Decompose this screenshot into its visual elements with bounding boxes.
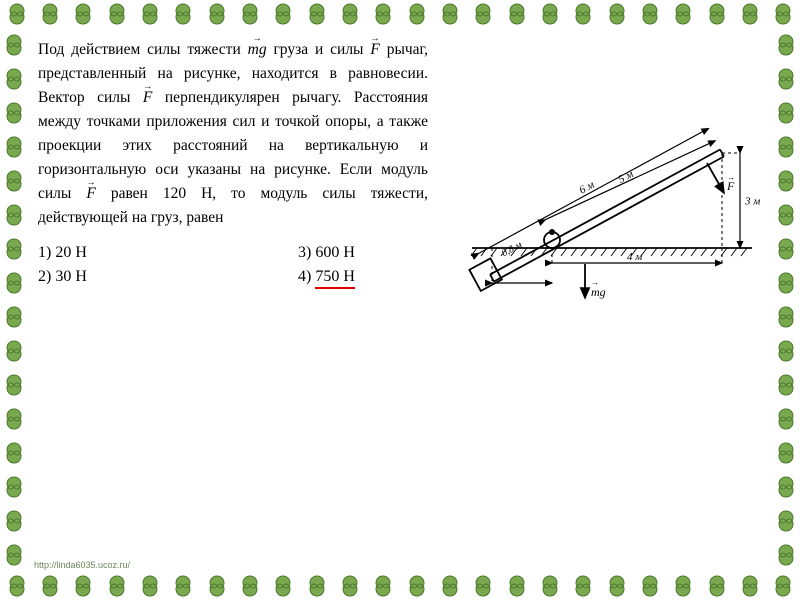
problem-text: Под действием силы тяжести mg груза и си… [38, 38, 428, 230]
border-left [0, 28, 28, 572]
text: груза и силы [273, 41, 370, 58]
svg-text:6 м: 6 м [577, 179, 596, 197]
answer-4-prefix: 4) [298, 268, 315, 285]
text: ра­вен 120 Н, то модуль силы тяже­сти, д… [38, 185, 428, 226]
source-url: http://linda6035.ucoz.ru/ [34, 560, 130, 570]
text: Под действием силы тяжести [38, 41, 248, 58]
answer-4-value: 750 Н [315, 268, 355, 289]
slide-content: Под действием силы тяжести mg груза и си… [38, 38, 762, 562]
answer-2: 2) 30 Н [38, 268, 298, 289]
svg-text:0,8 м: 0,8 м [500, 239, 525, 259]
svg-text:mg: mg [591, 285, 606, 299]
svg-text:→: → [591, 278, 599, 287]
border-right [772, 28, 800, 572]
answer-1: 1) 20 Н [38, 244, 298, 262]
svg-text:3 м: 3 м [744, 196, 760, 208]
lever-diagram: 6 м5 м0,8 м3 м4 мF→mg→ [462, 78, 762, 308]
svg-text:5 м: 5 м [616, 168, 635, 186]
border-bottom [0, 572, 800, 600]
svg-text:4 м: 4 м [627, 251, 642, 263]
border-top [0, 0, 800, 28]
svg-text:→: → [727, 173, 735, 182]
